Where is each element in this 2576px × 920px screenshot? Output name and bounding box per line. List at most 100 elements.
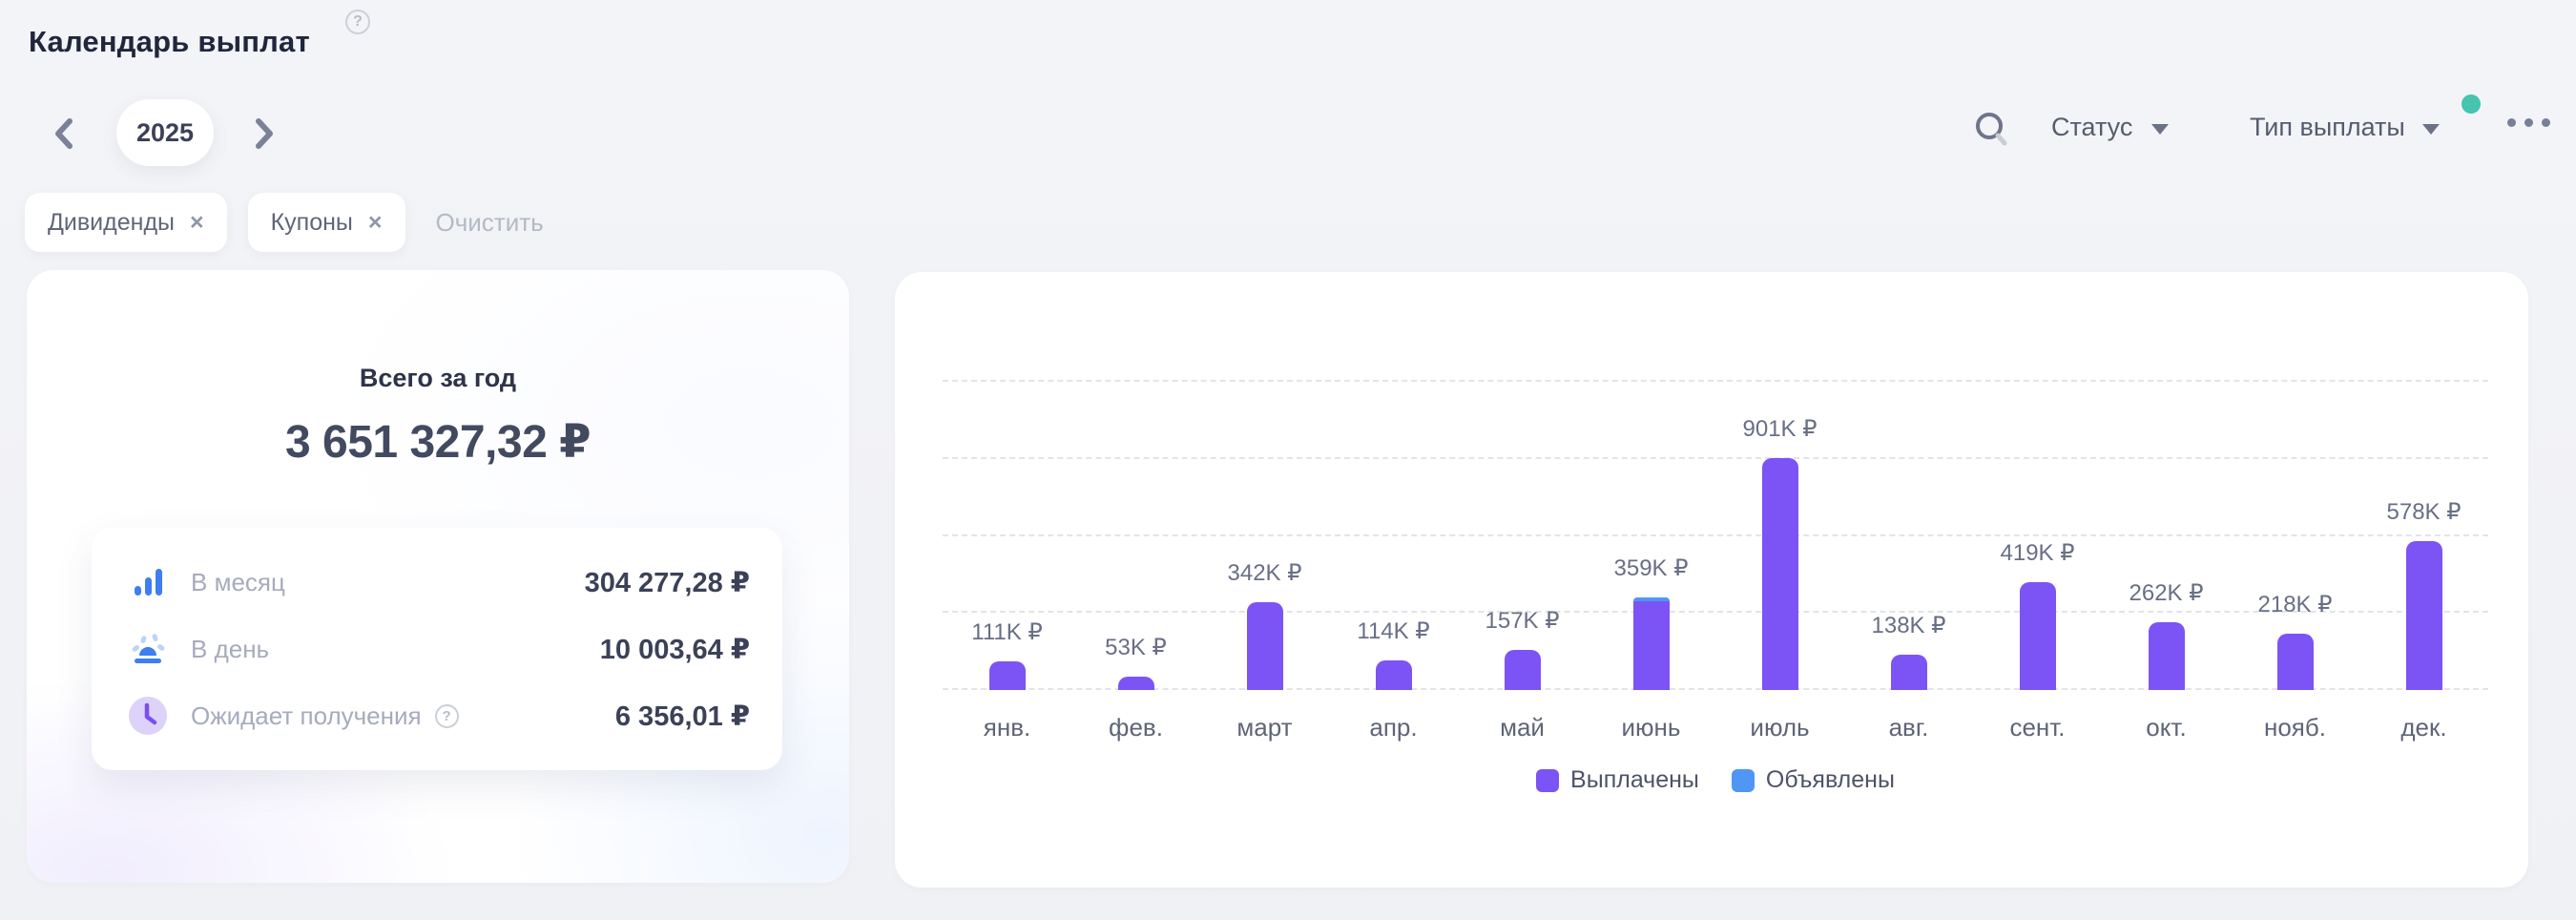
bar-окт.[interactable] [2148, 622, 2185, 690]
month-label: фев. [1109, 713, 1163, 742]
chart-month-cell: 111K ₽ янв. [943, 382, 1071, 742]
chip-label: Купоны [270, 208, 353, 236]
filter-chips: Дивиденды × Купоны × Очистить [25, 193, 544, 252]
legend-label: Выплачены [1570, 766, 1699, 793]
gridline [943, 456, 2488, 459]
next-year-button[interactable] [246, 115, 284, 153]
bar-value-label: 53K ₽ [1105, 634, 1167, 660]
bar-chart-icon [126, 560, 170, 604]
chart-month-cell: 901K ₽ июль [1715, 382, 1844, 742]
summary-row-value: 304 277,28 ₽ [584, 567, 750, 598]
filter-chip-dividends[interactable]: Дивиденды × [25, 193, 227, 252]
page-help-icon[interactable]: ? [345, 10, 370, 34]
gridline [943, 688, 2488, 690]
close-icon[interactable]: × [190, 208, 204, 236]
summary-row-value: 6 356,01 ₽ [614, 700, 750, 732]
chart-month-cell: 157K ₽ май [1458, 382, 1587, 742]
bar-segment-paid [988, 661, 1026, 690]
gridline [943, 380, 2488, 382]
clear-filters-button[interactable]: Очистить [435, 207, 544, 237]
bar-segment-paid [1375, 660, 1412, 690]
bar-value-label: 111K ₽ [971, 619, 1043, 646]
total-year-value: 3 651 327,32 ₽ [285, 417, 592, 468]
close-icon[interactable]: × [367, 208, 383, 236]
bar-дек.[interactable] [2405, 541, 2442, 690]
bar-segment-paid [1890, 654, 1927, 690]
total-year-label: Всего за год [359, 364, 517, 392]
bar-сент.[interactable] [2019, 582, 2056, 690]
bar-value-label: 901K ₽ [1742, 416, 1818, 443]
summary-breakdown-card: В месяц 304 277,28 ₽ В день 10 003,64 ₽ [92, 528, 782, 770]
chevron-down-icon [2151, 124, 2170, 135]
bar-фев.[interactable] [1117, 676, 1154, 690]
ellipsis-icon [2507, 118, 2516, 127]
prev-year-button[interactable] [44, 115, 82, 153]
chart-month-cell: 342K ₽ март [1200, 382, 1329, 742]
bar-янв.[interactable] [988, 661, 1026, 690]
ellipsis-icon [2542, 118, 2550, 127]
month-label: апр. [1369, 713, 1418, 742]
chart-month-cell: 262K ₽ окт. [2102, 382, 2231, 742]
chart-plot: 111K ₽ янв. 53K ₽ фев. 342K ₽ март 114K ₽ апр. 1… [943, 380, 2488, 742]
bar-value-label: 157K ₽ [1485, 607, 1560, 634]
month-label: сент. [2009, 713, 2066, 742]
month-label: июнь [1621, 713, 1681, 742]
filter-chip-coupons[interactable]: Купоны × [247, 193, 405, 252]
bar-нояб.[interactable] [2276, 634, 2314, 690]
search-icon [1971, 109, 2013, 156]
sunrise-icon [126, 627, 170, 671]
bar-value-label: 419K ₽ [2000, 540, 2075, 567]
search-button[interactable] [1967, 107, 2017, 157]
yearly-summary-card: Всего за год 3 651 327,32 ₽ В месяц 304 … [27, 270, 849, 883]
bar-июнь[interactable] [1632, 597, 1670, 690]
gridline [943, 533, 2488, 536]
bar-март[interactable] [1246, 601, 1283, 690]
chevron-down-icon [2421, 124, 2440, 135]
chart-month-cell: 53K ₽ фев. [1071, 382, 1200, 742]
chart-bars: 111K ₽ янв. 53K ₽ фев. 342K ₽ март 114K ₽ апр. 1… [943, 382, 2488, 742]
bar-value-label: 262K ₽ [2129, 580, 2204, 607]
status-dropdown[interactable]: Статус [2051, 113, 2170, 142]
payout-type-dropdown-label: Тип выплаты [2250, 113, 2405, 141]
chart-month-cell: 578K ₽ дек. [2359, 382, 2488, 742]
bar-май[interactable] [1504, 649, 1541, 690]
chart-month-cell: 138K ₽ авг. [1844, 382, 1973, 742]
status-dropdown-label: Статус [2051, 113, 2133, 141]
more-options-button[interactable] [2507, 118, 2550, 127]
month-label: дек. [2400, 713, 2447, 742]
legend-item-Объявлены[interactable]: Объявлены [1731, 766, 1895, 794]
legend-swatch [1731, 768, 1755, 792]
bar-авг.[interactable] [1890, 654, 1927, 690]
chart-month-cell: 419K ₽ сент. [1973, 382, 2102, 742]
bar-value-label: 114K ₽ [1357, 618, 1430, 645]
bar-value-label: 218K ₽ [2257, 592, 2333, 618]
bar-segment-paid [1761, 458, 1798, 690]
summary-row-label: В день [191, 634, 270, 663]
gridline [943, 611, 2488, 614]
bar-value-label: 359K ₽ [1613, 555, 1689, 582]
bar-segment-paid [2019, 582, 2056, 690]
month-label: нояб. [2263, 713, 2327, 742]
month-label: март [1236, 713, 1293, 742]
bar-июль[interactable] [1761, 458, 1798, 690]
chevron-right-icon [255, 117, 276, 150]
legend-item-Выплачены[interactable]: Выплачены [1536, 766, 1699, 794]
notification-dot [2462, 94, 2481, 114]
bar-value-label: 578K ₽ [2386, 499, 2462, 526]
month-label: авг. [1888, 713, 1929, 742]
chart-month-cell: 114K ₽ апр. [1329, 382, 1458, 742]
ellipsis-icon [2524, 118, 2533, 127]
year-selector[interactable]: 2025 [116, 99, 214, 166]
summary-row-pending: Ожидает получения ? 6 356,01 ₽ [126, 694, 750, 738]
legend-label: Объявлены [1765, 766, 1895, 793]
clock-icon [126, 694, 170, 738]
month-label: окт. [2146, 713, 2187, 742]
month-label: май [1500, 713, 1545, 742]
bar-апр.[interactable] [1375, 660, 1412, 690]
chip-label: Дивиденды [48, 208, 175, 236]
pending-help-icon[interactable]: ? [434, 703, 459, 728]
summary-row-daily: В день 10 003,64 ₽ [126, 627, 750, 671]
payout-type-dropdown[interactable]: Тип выплаты [2250, 113, 2440, 142]
month-label: янв. [983, 713, 1031, 742]
bar-segment-paid [1117, 676, 1154, 690]
